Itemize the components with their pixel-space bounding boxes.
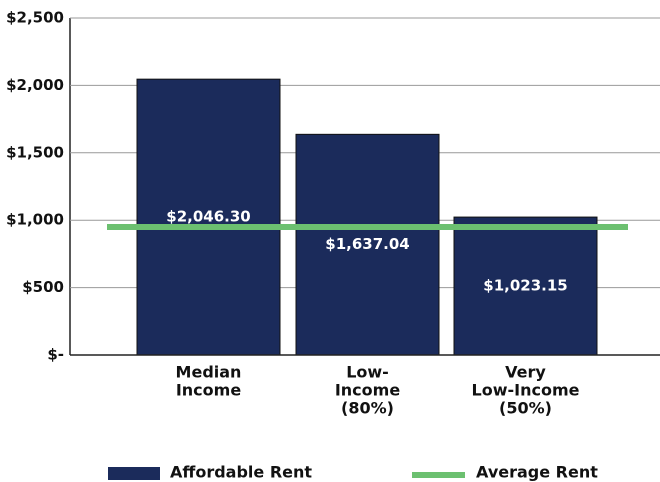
- x-tick-label: Median: [176, 363, 242, 382]
- x-tick-label: (80%): [341, 399, 394, 418]
- x-tick-label: (50%): [499, 399, 552, 418]
- legend-label: Average Rent: [476, 463, 598, 482]
- y-tick-label: $2,500: [6, 9, 64, 27]
- bar: [453, 216, 598, 356]
- legend-swatch: [108, 467, 160, 480]
- legend-label: Affordable Rent: [170, 463, 312, 482]
- y-tick-label: $-: [47, 346, 64, 364]
- y-tick-label: $500: [22, 278, 64, 296]
- x-tick-label: Very: [505, 363, 546, 382]
- x-tick-label: Low-: [346, 363, 389, 382]
- x-tick-label: Income: [176, 381, 241, 400]
- x-tick-label: Income: [335, 381, 400, 400]
- value-label: $1,637.04: [325, 235, 409, 253]
- value-label: $1,023.15: [483, 277, 567, 295]
- x-tick-label: Low-Income: [472, 381, 580, 400]
- y-tick-label: $1,500: [6, 143, 64, 161]
- y-tick-label: $1,000: [6, 211, 64, 229]
- y-tick-label: $2,000: [6, 76, 64, 94]
- value-label: $2,046.30: [166, 208, 250, 226]
- bar: [295, 133, 440, 356]
